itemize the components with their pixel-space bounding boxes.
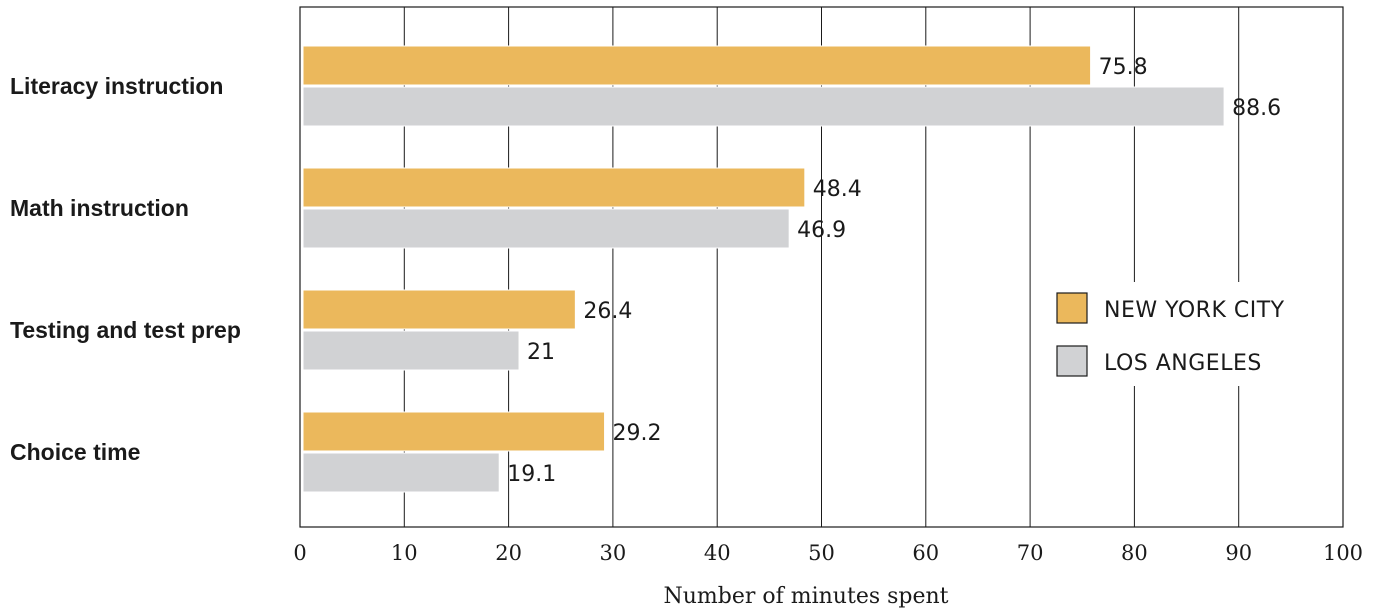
data-label: 26.4 — [583, 299, 632, 324]
plot-frame — [299, 6, 1344, 528]
category-label: Testing and test prep — [10, 317, 241, 343]
data-labels: 75.8 88.6 48.4 46.9 26.4 21 29.2 19.1 — [507, 55, 1281, 487]
x-tick-label: 30 — [600, 541, 627, 565]
legend: NEW YORK CITY LOS ANGELES — [1043, 282, 1315, 386]
bars — [302, 45, 1225, 493]
x-tick-label: 40 — [704, 541, 731, 565]
legend-background — [1043, 282, 1315, 386]
plot-border — [299, 6, 1344, 528]
category-label: Math instruction — [10, 195, 189, 221]
bar — [302, 330, 520, 371]
bar — [302, 452, 500, 493]
category-labels: Literacy instruction Math instruction Test… — [10, 73, 241, 465]
data-label: 75.8 — [1099, 55, 1148, 80]
data-label: 48.4 — [813, 177, 862, 202]
data-label: 19.1 — [507, 462, 556, 487]
bar — [302, 86, 1225, 127]
legend-swatch — [1056, 292, 1088, 324]
bar — [302, 289, 576, 330]
legend-label: NEW YORK CITY — [1104, 298, 1285, 323]
x-tick-label: 0 — [293, 541, 306, 565]
category-label: Choice time — [10, 439, 140, 465]
data-label: 29.2 — [613, 421, 662, 446]
x-axis-ticks: 0 10 20 30 40 50 60 70 80 90 100 — [293, 541, 1363, 565]
x-tick-label: 90 — [1225, 541, 1252, 565]
data-label: 21 — [527, 340, 555, 365]
x-tick-label: 60 — [912, 541, 939, 565]
x-tick-label: 20 — [495, 541, 522, 565]
bar — [302, 411, 606, 452]
legend-label: LOS ANGELES — [1104, 351, 1262, 376]
legend-swatch — [1056, 345, 1088, 377]
bar — [302, 167, 806, 208]
x-tick-label: 100 — [1323, 541, 1363, 565]
data-label: 46.9 — [797, 218, 846, 243]
category-label: Literacy instruction — [10, 73, 223, 99]
bar — [302, 45, 1092, 86]
x-tick-label: 10 — [391, 541, 418, 565]
x-tick-label: 80 — [1121, 541, 1148, 565]
x-tick-label: 70 — [1017, 541, 1044, 565]
x-axis-title: Number of minutes spent — [663, 584, 948, 609]
x-tick-label: 50 — [808, 541, 835, 565]
bar — [302, 208, 790, 249]
data-label: 88.6 — [1232, 96, 1281, 121]
